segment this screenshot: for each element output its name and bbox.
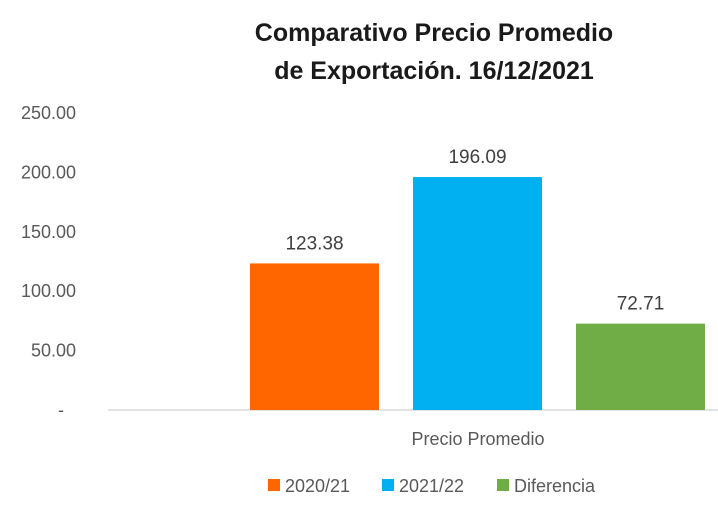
legend-swatch bbox=[268, 479, 280, 491]
legend-swatch bbox=[382, 479, 394, 491]
y-tick-label: 100.00 bbox=[21, 281, 76, 301]
chart-title-line-1: Comparativo Precio Promedio bbox=[255, 19, 613, 47]
y-tick-label: 200.00 bbox=[21, 162, 76, 182]
data-label: 123.38 bbox=[285, 233, 343, 254]
bar-diferencia bbox=[576, 323, 705, 410]
category-label: Precio Promedio bbox=[411, 429, 544, 449]
legend: 2020/21 2021/22 Diferencia bbox=[268, 476, 596, 496]
legend-label: 2021/22 bbox=[399, 476, 464, 496]
bar-2020-21 bbox=[250, 263, 379, 410]
y-axis-ticks: - 50.00 100.00 150.00 200.00 250.00 bbox=[21, 103, 76, 420]
data-label: 196.09 bbox=[448, 147, 506, 168]
bars bbox=[250, 177, 705, 410]
legend-label: 2020/21 bbox=[285, 476, 350, 496]
data-label: 72.71 bbox=[617, 294, 665, 315]
y-tick-label: 50.00 bbox=[31, 341, 76, 361]
y-tick-label: 150.00 bbox=[21, 222, 76, 242]
y-tick-label: 250.00 bbox=[21, 103, 76, 123]
bar-2021-22 bbox=[413, 177, 542, 410]
chart-title-line-2: de Exportación. 16/12/2021 bbox=[274, 57, 594, 85]
chart-title: Comparativo Precio Promedio de Exportaci… bbox=[255, 19, 613, 85]
legend-label: Diferencia bbox=[514, 476, 596, 496]
legend-swatch bbox=[497, 479, 509, 491]
data-labels: 123.38 196.09 72.71 bbox=[285, 147, 664, 315]
y-tick-label: - bbox=[58, 400, 64, 420]
